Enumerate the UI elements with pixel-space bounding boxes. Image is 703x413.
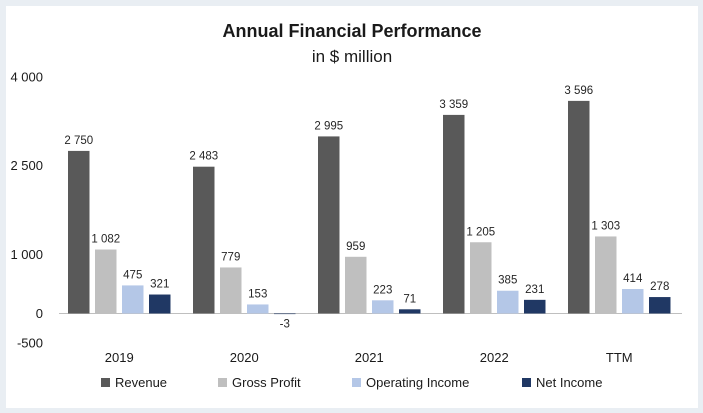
chart-subtitle: in $ million (311, 47, 393, 66)
legend-label: Operating Income (366, 375, 469, 390)
legend-swatch (522, 378, 531, 387)
x-tick-label: 2021 (355, 350, 384, 365)
data-label: 2 750 (64, 135, 93, 147)
legend-label: Gross Profit (232, 375, 301, 390)
data-label: 71 (403, 293, 416, 305)
bar-revenue (193, 166, 215, 314)
bar-chart: -500 0 1 000 2 500 4 000 2 750 1 082 475 321 2019… (10, 70, 682, 390)
y-tick-label: 0 (36, 306, 43, 321)
bar-operating-income (372, 300, 394, 314)
bar-operating-income (497, 290, 519, 314)
data-label: 1 303 (591, 220, 620, 232)
data-label: 231 (525, 284, 544, 296)
bar-revenue (68, 150, 90, 314)
data-label: 3 596 (564, 85, 593, 97)
x-tick-label: 2020 (230, 350, 259, 365)
x-tick-label: 2019 (105, 350, 134, 365)
data-label: 278 (650, 281, 669, 293)
bar-revenue (318, 136, 340, 314)
data-label: 385 (498, 275, 517, 287)
bar-operating-income (122, 285, 144, 314)
bar-net-income (649, 297, 671, 314)
bar-gross-profit (595, 236, 617, 314)
chart-card: Annual Financial Performance in $ millio… (6, 6, 698, 408)
y-tick-label: -500 (17, 336, 43, 351)
bar-gross-profit (470, 242, 492, 314)
bar-revenue (443, 114, 465, 314)
bar-operating-income (247, 304, 269, 314)
legend-swatch (218, 378, 227, 387)
bar-net-income (399, 309, 421, 314)
data-label: 3 359 (439, 99, 468, 111)
data-label: 2 995 (314, 120, 343, 132)
bar-net-income (524, 299, 546, 314)
data-label: 223 (373, 284, 392, 296)
bar-gross-profit (220, 267, 242, 314)
y-tick-label: 1 000 (10, 247, 43, 262)
x-tick-label: 2022 (480, 350, 509, 365)
y-tick-label: 4 000 (10, 70, 43, 85)
bar-net-income (149, 294, 171, 314)
bar-revenue (568, 100, 590, 314)
data-label: 959 (346, 241, 365, 253)
legend-swatch (352, 378, 361, 387)
data-label: 1 082 (91, 234, 120, 246)
data-label: 2 483 (189, 151, 218, 163)
legend-swatch (101, 378, 110, 387)
bar-gross-profit (345, 256, 367, 314)
data-label: 153 (248, 288, 267, 300)
bar-operating-income (622, 289, 644, 314)
data-label: 414 (623, 273, 643, 285)
legend-label: Net Income (536, 375, 602, 390)
data-label: -3 (280, 319, 290, 331)
x-tick-label: TTM (606, 350, 633, 365)
data-label: 321 (150, 279, 169, 291)
legend-label: Revenue (115, 375, 167, 390)
data-label: 779 (221, 251, 240, 263)
y-tick-label: 2 500 (10, 158, 43, 173)
chart-title: Annual Financial Performance (222, 21, 482, 41)
bar-gross-profit (95, 249, 117, 314)
data-label: 1 205 (466, 226, 495, 238)
bar-net-income (274, 313, 296, 315)
data-label: 475 (123, 269, 142, 281)
